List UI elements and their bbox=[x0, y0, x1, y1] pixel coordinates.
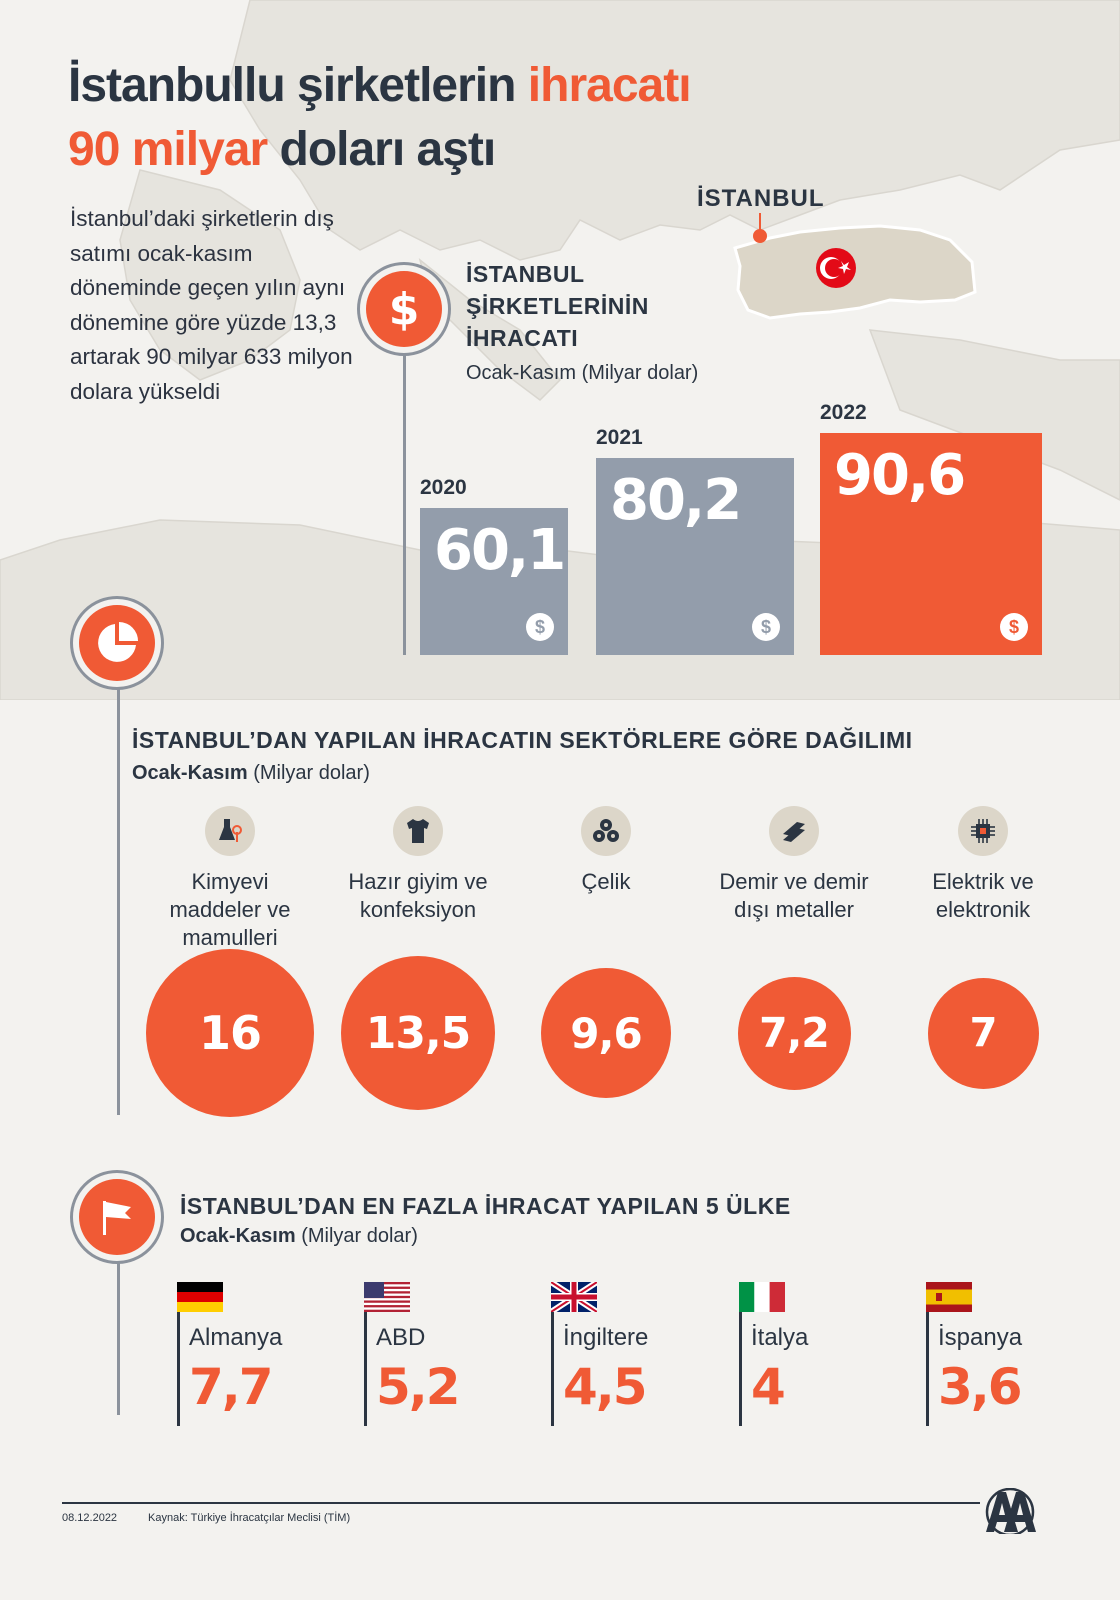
dollar-coin-icon: $ bbox=[752, 613, 780, 641]
spain-flag bbox=[926, 1282, 972, 1312]
pie-chart-icon bbox=[79, 605, 155, 681]
countries-subtitle-rest: (Milyar dolar) bbox=[301, 1225, 418, 1247]
chemistry-flask-icon bbox=[205, 806, 255, 856]
title-part-2: ihracatı bbox=[527, 59, 692, 112]
footer-source: Kaynak: Türkiye İhracatçılar Meclisi (Tİ… bbox=[148, 1512, 351, 1524]
uk-flag bbox=[551, 1282, 597, 1312]
sector-bubble: 7 bbox=[927, 977, 1039, 1089]
country-divider bbox=[177, 1282, 180, 1426]
country-name: Almanya bbox=[189, 1324, 283, 1351]
country-name: İngiltere bbox=[563, 1324, 649, 1351]
country-item: Almanya 7,7 bbox=[177, 1282, 327, 1432]
microchip-icon bbox=[958, 806, 1008, 856]
country-value: 4 bbox=[751, 1358, 786, 1416]
sectors-icon-ring bbox=[70, 596, 164, 690]
turkey-flag-icon bbox=[816, 248, 856, 288]
sector-bubble: 16 bbox=[146, 949, 314, 1117]
sector-bubble: 9,6 bbox=[541, 968, 671, 1098]
dollar-coin-icon: $ bbox=[526, 613, 554, 641]
sector-name: Demir ve demir dışı metaller bbox=[719, 869, 869, 922]
page-title-line-1: İstanbullu şirketlerin ihracatı bbox=[68, 59, 692, 112]
sectors-subtitle-rest: (Milyar dolar) bbox=[253, 762, 370, 784]
sector-column: Hazır giyim ve konfeksiyon bbox=[323, 806, 513, 924]
title-part-3: 90 milyar bbox=[68, 123, 268, 176]
italy-flag bbox=[739, 1282, 785, 1312]
sector-name: Kimyevi maddeler ve mamulleri bbox=[169, 869, 291, 950]
title-part-4: doları aştı bbox=[279, 123, 497, 176]
section-2-timeline bbox=[117, 680, 120, 1115]
country-item: İtalya 4 bbox=[739, 1282, 889, 1432]
title-part-1: İstanbullu şirketlerin bbox=[68, 59, 516, 112]
country-name: İspanya bbox=[938, 1324, 1023, 1351]
bar-value-label: 80,2 bbox=[610, 468, 742, 533]
sector-bubble: 13,5 bbox=[341, 956, 495, 1110]
sector-name: Elektrik ve elektronik bbox=[932, 869, 1034, 922]
steel-pipes-icon bbox=[581, 806, 631, 856]
bar-year-label: 2022 bbox=[820, 401, 867, 424]
countries-subtitle: Ocak-Kasım (Milyar dolar) bbox=[180, 1225, 418, 1248]
countries-subtitle-bold: Ocak-Kasım bbox=[180, 1225, 296, 1247]
country-item: İspanya 3,6 bbox=[926, 1282, 1076, 1432]
bar-year-label: 2021 bbox=[596, 426, 643, 449]
sector-bubble: 7,2 bbox=[737, 976, 851, 1090]
exports-icon-ring: $ bbox=[357, 262, 451, 356]
istanbul-marker bbox=[753, 229, 767, 243]
country-name: İtalya bbox=[751, 1324, 809, 1351]
sector-name: Hazır giyim ve konfeksiyon bbox=[348, 869, 488, 922]
countries-icon-ring bbox=[70, 1170, 164, 1264]
steel-beam-icon bbox=[769, 806, 819, 856]
bar-2022: 90,6 $ bbox=[820, 433, 1042, 655]
sector-column: Demir ve demir dışı metaller bbox=[699, 806, 889, 924]
country-divider bbox=[364, 1282, 367, 1426]
flag-icon bbox=[79, 1179, 155, 1255]
country-value: 7,7 bbox=[189, 1358, 274, 1416]
country-divider bbox=[926, 1282, 929, 1426]
country-item: ABD 5,2 bbox=[364, 1282, 514, 1432]
germany-flag bbox=[177, 1282, 223, 1312]
footer-divider bbox=[62, 1502, 980, 1504]
section-3-timeline bbox=[117, 1255, 120, 1415]
sector-column: Kimyevi maddeler ve mamulleri bbox=[135, 806, 325, 952]
sector-column: Elektrik ve elektronik bbox=[888, 806, 1078, 924]
countries-title: İSTANBUL’DAN EN FAZLA İHRACAT YAPILAN 5 … bbox=[180, 1193, 791, 1219]
country-divider bbox=[739, 1282, 742, 1426]
section-1-timeline bbox=[403, 355, 406, 655]
dollar-coin-icon: $ bbox=[1000, 613, 1028, 641]
tshirt-icon bbox=[393, 806, 443, 856]
sectors-subtitle: Ocak-Kasım (Milyar dolar) bbox=[132, 762, 370, 785]
country-value: 3,6 bbox=[938, 1358, 1023, 1416]
bar-2021: 80,2 $ bbox=[596, 458, 794, 655]
sectors-subtitle-bold: Ocak-Kasım bbox=[132, 762, 248, 784]
country-value: 4,5 bbox=[563, 1358, 648, 1416]
footer-date: 08.12.2022 bbox=[62, 1512, 118, 1524]
aa-logo bbox=[984, 1487, 1036, 1537]
usa-flag bbox=[364, 1282, 410, 1312]
country-item: İngiltere 4,5 bbox=[551, 1282, 701, 1432]
bar-value-label: 60,1 bbox=[434, 518, 566, 583]
page-title-line-2: 90 milyar doları aştı bbox=[68, 123, 497, 176]
bar-2020: 60,1 $ bbox=[420, 508, 568, 655]
exports-chart-title: İSTANBUL ŞİRKETLERİNİN İHRACATI bbox=[466, 261, 649, 351]
bar-value-label: 90,6 bbox=[834, 443, 966, 508]
dollar-icon: $ bbox=[366, 271, 442, 347]
bar-year-label: 2020 bbox=[420, 476, 467, 499]
intro-text: İstanbul’daki şirketlerin dış satımı oca… bbox=[70, 206, 353, 404]
country-divider bbox=[551, 1282, 554, 1426]
country-value: 5,2 bbox=[376, 1358, 461, 1416]
exports-chart-subtitle: Ocak-Kasım (Milyar dolar) bbox=[466, 362, 699, 384]
sectors-title: İSTANBUL’DAN YAPILAN İHRACATIN SEKTÖRLER… bbox=[132, 727, 913, 753]
sector-column: Çelik bbox=[511, 806, 701, 896]
map-city-label: İSTANBUL bbox=[697, 185, 825, 212]
country-name: ABD bbox=[376, 1324, 426, 1351]
sector-name: Çelik bbox=[581, 869, 631, 894]
